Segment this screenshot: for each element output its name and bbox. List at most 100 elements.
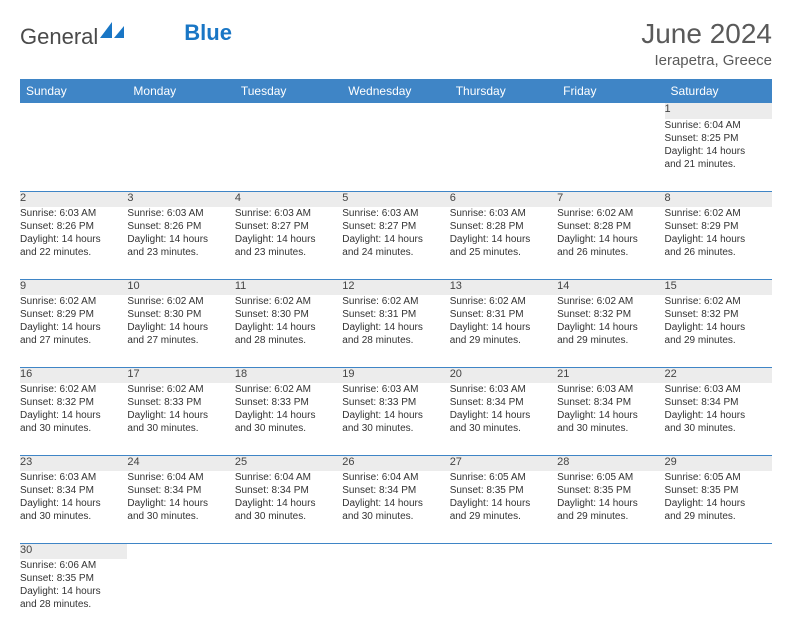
day-number-cell: 2: [20, 191, 127, 207]
day-daylight2: and 27 minutes.: [127, 334, 234, 347]
day-detail-cell: Sunrise: 6:02 AMSunset: 8:33 PMDaylight:…: [127, 383, 234, 455]
day-daylight2: and 30 minutes.: [235, 422, 342, 435]
day-daylight1: Daylight: 14 hours: [127, 497, 234, 510]
day-daylight1: Daylight: 14 hours: [665, 321, 772, 334]
day-sunset: Sunset: 8:34 PM: [450, 396, 557, 409]
day-number-cell: 23: [20, 455, 127, 471]
day-sunrise: Sunrise: 6:02 AM: [235, 295, 342, 308]
day-sunset: Sunset: 8:35 PM: [665, 484, 772, 497]
day-detail-cell: Sunrise: 6:03 AMSunset: 8:34 PMDaylight:…: [557, 383, 664, 455]
day-detail-cell: Sunrise: 6:02 AMSunset: 8:31 PMDaylight:…: [450, 295, 557, 367]
day-number-cell: [235, 103, 342, 119]
day-daylight2: and 29 minutes.: [450, 510, 557, 523]
day-daylight1: Daylight: 14 hours: [665, 145, 772, 158]
day-sunset: Sunset: 8:34 PM: [557, 396, 664, 409]
detail-row: Sunrise: 6:04 AMSunset: 8:25 PMDaylight:…: [20, 119, 772, 191]
daynum-row: 30: [20, 543, 772, 559]
day-number: 5: [342, 192, 348, 204]
day-number: 7: [557, 192, 563, 204]
day-daylight2: and 30 minutes.: [342, 422, 449, 435]
detail-row: Sunrise: 6:06 AMSunset: 8:35 PMDaylight:…: [20, 559, 772, 631]
day-sunrise: Sunrise: 6:02 AM: [450, 295, 557, 308]
day-number-cell: 4: [235, 191, 342, 207]
detail-row: Sunrise: 6:03 AMSunset: 8:26 PMDaylight:…: [20, 207, 772, 279]
month-title: June 2024: [641, 18, 772, 50]
day-number-cell: [127, 543, 234, 559]
day-number-cell: 22: [665, 367, 772, 383]
day-daylight2: and 29 minutes.: [557, 510, 664, 523]
daynum-row: 1: [20, 103, 772, 119]
day-number-cell: 28: [557, 455, 664, 471]
day-daylight2: and 28 minutes.: [342, 334, 449, 347]
day-daylight2: and 29 minutes.: [665, 334, 772, 347]
day-sunrise: Sunrise: 6:03 AM: [127, 207, 234, 220]
day-number-cell: 5: [342, 191, 449, 207]
day-sunrise: Sunrise: 6:03 AM: [235, 207, 342, 220]
day-header: Wednesday: [342, 79, 449, 103]
day-number: 26: [342, 456, 354, 468]
day-sunrise: Sunrise: 6:03 AM: [450, 207, 557, 220]
day-sunset: Sunset: 8:34 PM: [342, 484, 449, 497]
day-number: 3: [127, 192, 133, 204]
day-sunrise: Sunrise: 6:04 AM: [235, 471, 342, 484]
day-daylight1: Daylight: 14 hours: [127, 321, 234, 334]
day-detail-cell: Sunrise: 6:03 AMSunset: 8:26 PMDaylight:…: [20, 207, 127, 279]
day-daylight1: Daylight: 14 hours: [20, 321, 127, 334]
day-sunset: Sunset: 8:32 PM: [20, 396, 127, 409]
day-number: 30: [20, 544, 32, 556]
day-detail-cell: Sunrise: 6:03 AMSunset: 8:28 PMDaylight:…: [450, 207, 557, 279]
day-sunrise: Sunrise: 6:03 AM: [342, 383, 449, 396]
day-number-cell: 9: [20, 279, 127, 295]
detail-row: Sunrise: 6:02 AMSunset: 8:32 PM Daylight:…: [20, 383, 772, 455]
day-sunrise: Sunrise: 6:03 AM: [557, 383, 664, 396]
day-number-cell: 13: [450, 279, 557, 295]
day-detail-cell: Sunrise: 6:03 AMSunset: 8:34 PMDaylight:…: [665, 383, 772, 455]
day-detail-cell: Sunrise: 6:05 AMSunset: 8:35 PMDaylight:…: [665, 471, 772, 543]
day-number: 18: [235, 368, 247, 380]
day-number-cell: [450, 543, 557, 559]
day-daylight2: and 28 minutes.: [235, 334, 342, 347]
day-daylight1: Daylight: 14 hours: [342, 497, 449, 510]
day-daylight1: Daylight: 14 hours: [450, 233, 557, 246]
day-number: 1: [665, 103, 671, 115]
day-number: 14: [557, 280, 569, 292]
day-number: 12: [342, 280, 354, 292]
day-detail-cell: Sunrise: 6:04 AMSunset: 8:34 PMDaylight:…: [342, 471, 449, 543]
day-sunrise: Sunrise: 6:02 AM: [665, 295, 772, 308]
day-header: Tuesday: [235, 79, 342, 103]
day-detail-cell: Sunrise: 6:03 AMSunset: 8:34 PMDaylight:…: [20, 471, 127, 543]
day-daylight2: and 30 minutes.: [450, 422, 557, 435]
day-number-cell: 30: [20, 543, 127, 559]
day-number-cell: 20: [450, 367, 557, 383]
day-daylight2: and 23 minutes.: [127, 246, 234, 259]
day-detail-cell: [342, 559, 449, 631]
day-daylight2: and 22 minutes.: [20, 246, 127, 259]
day-detail-cell: Sunrise: 6:02 AMSunset: 8:28 PMDaylight:…: [557, 207, 664, 279]
day-daylight1: Daylight: 14 hours: [557, 233, 664, 246]
day-sunset: Sunset: 8:27 PM: [342, 220, 449, 233]
day-daylight1: Daylight: 14 hours: [342, 409, 449, 422]
day-number-cell: 11: [235, 279, 342, 295]
day-daylight2: and 24 minutes.: [342, 246, 449, 259]
day-daylight1: Daylight: 14 hours: [557, 497, 664, 510]
day-detail-cell: Sunrise: 6:02 AMSunset: 8:32 PMDaylight:…: [665, 295, 772, 367]
day-daylight1: Daylight: 14 hours: [235, 409, 342, 422]
day-number-cell: [342, 103, 449, 119]
day-number: 28: [557, 456, 569, 468]
day-daylight2: and 26 minutes.: [665, 246, 772, 259]
day-detail-cell: [235, 119, 342, 191]
day-detail-cell: Sunrise: 6:03 AMSunset: 8:26 PMDaylight:…: [127, 207, 234, 279]
day-number: 2: [20, 192, 26, 204]
day-number-cell: 29: [665, 455, 772, 471]
day-sunset: Sunset: 8:33 PM: [235, 396, 342, 409]
day-number: 25: [235, 456, 247, 468]
day-sunrise: Sunrise: 6:02 AM: [127, 383, 234, 396]
day-daylight1: Daylight: 14 hours: [450, 321, 557, 334]
daynum-row: 23242526272829: [20, 455, 772, 471]
day-daylight2: and 26 minutes.: [557, 246, 664, 259]
day-number-cell: 24: [127, 455, 234, 471]
day-detail-cell: Sunrise: 6:04 AMSunset: 8:25 PMDaylight:…: [665, 119, 772, 191]
day-daylight1: Daylight: 14 hours: [450, 497, 557, 510]
day-number-cell: [235, 543, 342, 559]
day-sunrise: Sunrise: 6:04 AM: [342, 471, 449, 484]
